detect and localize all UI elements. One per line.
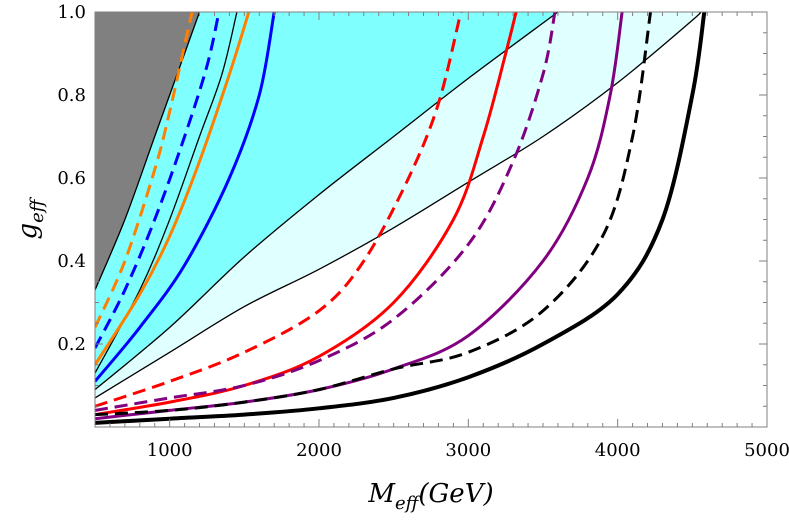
x-tick-label: 3000	[445, 440, 491, 461]
series-line	[95, 12, 707, 425]
region-boundary-line	[95, 12, 201, 291]
shaded-regions	[95, 12, 701, 398]
series-line	[95, 12, 463, 408]
x-axis-title-subscript: eff	[395, 493, 422, 514]
x-tick-label: 5000	[744, 440, 789, 461]
series-line	[95, 12, 221, 349]
y-tick-label: 0.6	[57, 168, 86, 189]
x-axis-ticks: 1000 2000 3000 4000 5000	[109, 12, 789, 461]
x-axis-title: Meff(GeV)	[367, 479, 493, 514]
series-line	[95, 12, 518, 417]
series-line	[95, 12, 557, 412]
y-tick-label: 1.0	[57, 2, 86, 23]
y-tick-label: 0.8	[57, 85, 86, 106]
series-line	[95, 12, 652, 417]
y-tick-label: 0.2	[57, 334, 86, 355]
series-line	[95, 12, 251, 366]
series-line	[95, 12, 276, 383]
x-axis-title-unit: (GeV)	[418, 479, 493, 509]
x-tick-label: 4000	[595, 440, 641, 461]
y-axis-title-subscript: eff	[27, 196, 48, 223]
y-axis-title: geff	[13, 196, 48, 239]
x-axis-title-main: M	[367, 479, 396, 509]
y-axis-title-main: g	[13, 223, 43, 240]
y-tick-label: 0.4	[57, 251, 86, 272]
x-tick-label: 1000	[147, 440, 193, 461]
y-axis-ticks: 0.2 0.4 0.6 0.8 1.0	[57, 2, 767, 407]
x-tick-label: 2000	[296, 440, 342, 461]
shaded-region	[95, 12, 200, 290]
region-boundary-line	[95, 12, 559, 391]
series-line	[95, 12, 194, 329]
series-lines	[95, 12, 707, 425]
